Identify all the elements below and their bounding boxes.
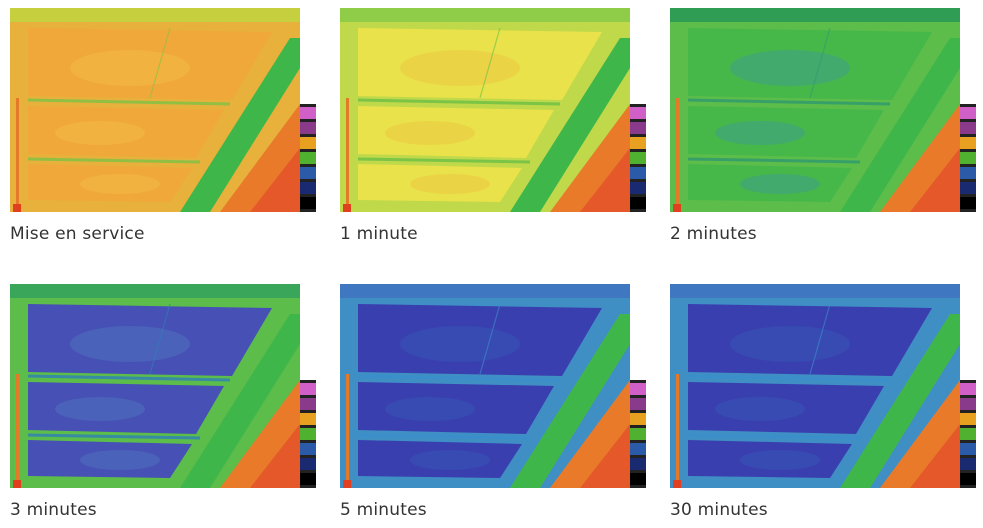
scale-swatch	[960, 197, 976, 209]
scale-swatch	[630, 383, 646, 395]
thermal-panel-5-minutes: 5 minutes	[338, 276, 648, 520]
field-panel	[358, 304, 602, 376]
scale-swatch	[300, 122, 316, 134]
scale-swatch	[300, 383, 316, 395]
scale-swatch	[300, 413, 316, 425]
scale-swatch	[300, 107, 316, 119]
scale-swatch	[300, 428, 316, 440]
field-panel	[28, 440, 192, 478]
scale-swatch	[300, 368, 316, 380]
scale-swatch	[630, 458, 646, 470]
field-panel	[28, 164, 192, 202]
field-panel	[358, 164, 522, 202]
scale-swatch	[300, 167, 316, 179]
scale-swatch	[300, 458, 316, 470]
scale-swatch	[960, 152, 976, 164]
scale-swatch	[960, 398, 976, 410]
caption: 30 minutes	[670, 500, 768, 520]
scale-swatch	[630, 92, 646, 104]
scale-swatch	[300, 137, 316, 149]
thermal-image	[670, 284, 976, 488]
scale-swatch	[630, 182, 646, 194]
field-panel	[358, 382, 554, 434]
field-panel	[358, 440, 522, 478]
scale-swatch	[960, 443, 976, 455]
field-panel	[28, 382, 224, 434]
scale-swatch	[960, 92, 976, 104]
field-panel	[688, 164, 852, 202]
scale-swatch	[630, 398, 646, 410]
scale-swatch	[300, 443, 316, 455]
scale-swatch	[960, 137, 976, 149]
caption: 5 minutes	[340, 500, 427, 520]
field-panel	[688, 106, 884, 158]
scale-swatch	[300, 182, 316, 194]
scale-swatch	[630, 428, 646, 440]
caption: 1 minute	[340, 224, 418, 244]
scale-swatch	[960, 473, 976, 485]
field-panel	[28, 304, 272, 376]
thermal-image	[10, 284, 316, 488]
thermal-image	[10, 8, 316, 212]
field-panel	[358, 106, 554, 158]
field-panel	[688, 382, 884, 434]
scale-swatch	[630, 443, 646, 455]
thermal-panel-1-minute: 1 minute	[338, 0, 648, 244]
field-panel	[688, 304, 932, 376]
thermal-panel-3-minutes: 3 minutes	[8, 276, 318, 520]
thermal-image	[340, 284, 646, 488]
scale-swatch	[960, 167, 976, 179]
thermal-image	[670, 8, 976, 212]
scale-swatch	[630, 197, 646, 209]
scale-swatch	[300, 197, 316, 209]
scale-swatch	[960, 413, 976, 425]
caption: 3 minutes	[10, 500, 97, 520]
scale-swatch	[960, 458, 976, 470]
scale-swatch	[300, 398, 316, 410]
scale-swatch	[960, 368, 976, 380]
scale-swatch	[630, 473, 646, 485]
scale-swatch	[630, 107, 646, 119]
scale-swatch	[630, 413, 646, 425]
scale-swatch	[960, 182, 976, 194]
scale-swatch	[630, 122, 646, 134]
scale-swatch	[630, 167, 646, 179]
scale-swatch	[300, 92, 316, 104]
caption: Mise en service	[10, 224, 145, 244]
scale-swatch	[630, 152, 646, 164]
field-panel	[28, 106, 224, 158]
scale-swatch	[300, 473, 316, 485]
thermal-image	[340, 8, 646, 212]
thermal-panel-commissioning: Mise en service	[8, 0, 318, 244]
thermal-panel-2-minutes: 2 minutes	[668, 0, 978, 244]
field-panel	[688, 28, 932, 100]
field-panel	[28, 28, 272, 100]
scale-swatch	[960, 107, 976, 119]
scale-swatch	[300, 152, 316, 164]
field-panel	[358, 28, 602, 100]
scale-swatch	[960, 122, 976, 134]
field-panel	[688, 440, 852, 478]
caption: 2 minutes	[670, 224, 757, 244]
scale-swatch	[630, 368, 646, 380]
thermal-panel-30-minutes: 30 minutes	[668, 276, 978, 520]
scale-swatch	[960, 428, 976, 440]
scale-swatch	[960, 383, 976, 395]
scale-swatch	[630, 137, 646, 149]
